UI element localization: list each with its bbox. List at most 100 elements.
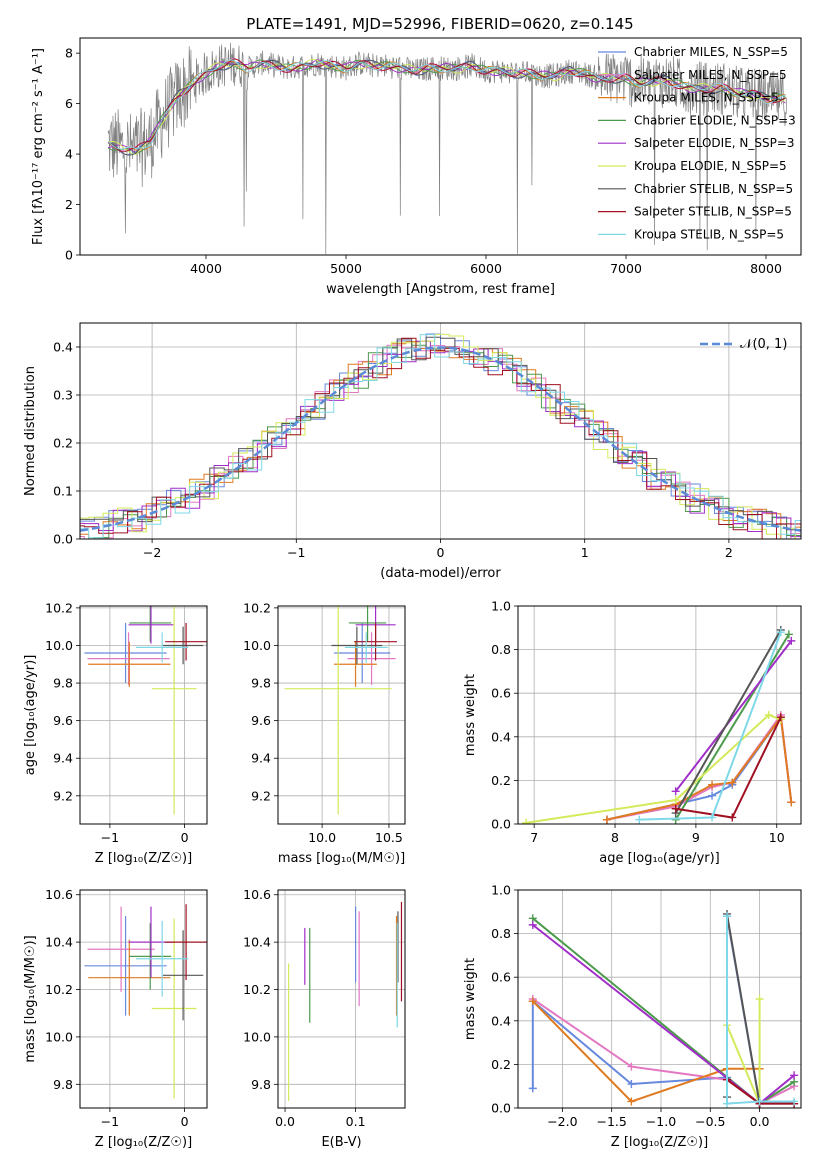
mass_weight_vs_age-ytick-label: 0.0 (491, 817, 511, 832)
age_vs_Z-ylabel: age [log₁₀(age/yr)] (23, 655, 38, 776)
residuals-xtick-label: −2 (143, 545, 161, 560)
mass_weight_vs_Z-point (627, 1097, 636, 1106)
mass_weight_vs_age-point (776, 628, 785, 637)
mass_weight_vs_Z-point (755, 995, 764, 1003)
mass_weight_vs_age-frame (517, 605, 802, 825)
spectrum-legend-label: Chabrier MILES, N_SSP=5 (634, 45, 788, 59)
spectrum-ytick-label: 4 (65, 147, 73, 162)
mass_weight_vs_Z-point (528, 1084, 537, 1093)
residuals-legend-label: 𝒩(0, 1) (740, 337, 787, 352)
residuals-xtick-label: 1 (581, 545, 589, 560)
mass_vs_Z-ylabel: mass [log₁₀(M/M☉)] (23, 935, 38, 1062)
mass_weight_vs_Z-point (528, 920, 537, 929)
mass_weight_vs_Z-frame (517, 889, 802, 1109)
mass_weight_vs_age-point (764, 711, 773, 719)
mass_weight_vs_Z-ytick-label: 0.2 (491, 1057, 511, 1072)
age_vs_mass-xlabel: mass [log₁₀(M/M☉)] (278, 851, 405, 866)
mass_vs_EBV-xtick-label: 0.0 (275, 1114, 295, 1129)
mass_vs_Z-plot (84, 904, 207, 1099)
mass_weight_vs_Z-xtick-label: 0.0 (750, 1114, 770, 1129)
residuals-histogram (80, 344, 801, 539)
spectrum-legend-label: Salpeter MILES, N_SSP=5 (634, 68, 787, 82)
mass_vs_EBV-xtick-label: 0.1 (346, 1114, 366, 1129)
residuals-ytick-label: 0.1 (53, 484, 73, 499)
residuals-xlabel: (data-model)/error (380, 566, 501, 581)
mass_weight_vs_Z-point (627, 1080, 636, 1089)
residuals-normal-curve (80, 346, 801, 532)
residuals-ytick-label: 0.0 (53, 532, 73, 547)
age_vs_Z-ytick-label: 9.4 (53, 751, 73, 766)
spectrum-xlabel: wavelength [Angstrom, rest frame] (326, 282, 555, 297)
mass_weight_vs_Z-point (723, 912, 732, 921)
mass_weight_vs_Z-point (790, 1097, 799, 1106)
mass_weight_vs_Z-ytick-label: 0.6 (491, 970, 511, 985)
age_vs_Z-xtick-label: 0 (181, 830, 189, 845)
mass_vs_Z-ytick-label: 10.4 (45, 935, 73, 950)
spectrum-model-line (107, 59, 786, 156)
mass_weight_vs_age-point (522, 818, 531, 824)
mass_vs_EBV-xlabel: E(B-V) (321, 1135, 361, 1150)
age_vs_Z-xlabel: Z [log₁₀(Z/Z☉)] (95, 851, 192, 866)
mass_weight_vs_age-ytick-label: 0.2 (491, 773, 511, 788)
mass_weight_vs_age-xtick-label: 9 (692, 830, 700, 845)
mass_weight_vs_age-series-line (525, 713, 782, 824)
spectrum-legend-label: Chabrier STELIB, N_SSP=5 (634, 182, 793, 196)
spectrum-ytick-label: 2 (65, 197, 73, 212)
age_vs_mass-frame (277, 605, 406, 825)
mass_vs_Z-ytick-label: 10.2 (45, 982, 73, 997)
mass_weight_vs_age-series-line (606, 714, 793, 821)
mass_weight_vs_age-point (602, 815, 611, 824)
mass_weight_vs_age-point (671, 804, 680, 813)
spectrum-ylabel: Flux [fλ10⁻¹⁷ erg cm⁻² s⁻¹ A⁻¹] (31, 48, 46, 245)
residuals-xtick-label: 2 (725, 545, 733, 560)
mass_weight_vs_Z-point (627, 1062, 636, 1071)
spectrum-legend-label: Kroupa MILES, N_SSP=5 (634, 91, 779, 105)
age_vs_mass-ytick-label: 9.4 (251, 751, 271, 766)
mass_weight_vs_age-point (708, 780, 717, 789)
mass_vs_EBV-axes: 0.0 0.1 9.8 10.0 10.2 10.4 10.6 E(B-V) (243, 887, 405, 1150)
mass_weight_vs_age-point (671, 787, 680, 796)
mass_weight_vs_age-xtick-label: 10 (769, 830, 785, 845)
figure-title: PLATE=1491, MJD=52996, FIBERID=0620, z=0… (246, 15, 633, 33)
mass_vs_Z-ytick-label: 9.8 (53, 1077, 73, 1092)
age_vs_Z-ytick-label: 9.8 (53, 676, 73, 691)
mass_weight_vs_age-ytick-label: 0.8 (491, 642, 511, 657)
mass_vs_EBV-plot (287, 901, 403, 1101)
mass_weight_vs_age-ylabel: mass weight (463, 674, 478, 756)
mass_vs_Z-axes: −1 0 9.8 10.0 10.2 10.4 10.6 Z [log₁₀(Z/Z☉)] mas… (23, 887, 207, 1150)
spectrum-plot (107, 42, 788, 255)
mass_weight_vs_age-ytick-label: 0.4 (491, 729, 511, 744)
mass_weight_vs_age-point (787, 636, 796, 645)
residuals-frame (79, 322, 802, 540)
residuals-ytick-label: 0.3 (53, 388, 73, 403)
spectrum-axes: 4000 5000 6000 7000 8000 0 2 4 6 8 wavelength [Ang… (31, 46, 782, 297)
mass_weight_vs_age-point (784, 630, 793, 639)
age_vs_mass-ytick-label: 9.6 (251, 713, 271, 728)
age_vs_mass-ytick-label: 10.2 (243, 600, 271, 615)
age_vs_mass-ytick-label: 9.2 (251, 788, 271, 803)
mass_weight_vs_age-point (708, 791, 717, 800)
mass_vs_EBV-ytick-label: 9.8 (251, 1077, 271, 1092)
residuals-xtick-label: −1 (287, 545, 305, 560)
mass_weight_vs_Z-series-line (532, 1000, 760, 1103)
residuals-histogram (80, 341, 801, 539)
residuals-histogram (80, 334, 801, 539)
mass_weight_vs_Z-xlabel: Z [log₁₀(Z/Z☉)] (611, 1135, 708, 1150)
spectrum-xtick-label: 4000 (190, 261, 222, 276)
mass_vs_Z-frame (79, 889, 208, 1109)
mass_weight_vs_age-ytick-label: 1.0 (491, 599, 511, 614)
mass_weight_vs_age-point (787, 798, 796, 807)
mass_weight_vs_age-plot (522, 625, 796, 824)
spectrum-model-line (107, 59, 786, 150)
residuals-plot (80, 333, 801, 539)
spectrum-xtick-label: 5000 (330, 261, 362, 276)
residuals-xtick-label: 0 (437, 545, 445, 560)
spectrum-ytick-label: 0 (65, 248, 73, 263)
mass_weight_vs_Z-xtick-label: −1.5 (596, 1114, 626, 1129)
residuals-histogram (80, 337, 801, 539)
spectrum-ytick-label: 8 (65, 46, 73, 61)
mass_weight_vs_age-series-line (639, 631, 782, 821)
mass_weight_vs_age-point (708, 813, 717, 822)
mass_weight_vs_Z-axes: −2.0 −1.5 −1.0 −0.5 0.0 0.0 0.2 0.4 0.6 0.8 1.0 Z [… (463, 883, 801, 1150)
mass_weight_vs_Z-point (790, 1071, 799, 1080)
